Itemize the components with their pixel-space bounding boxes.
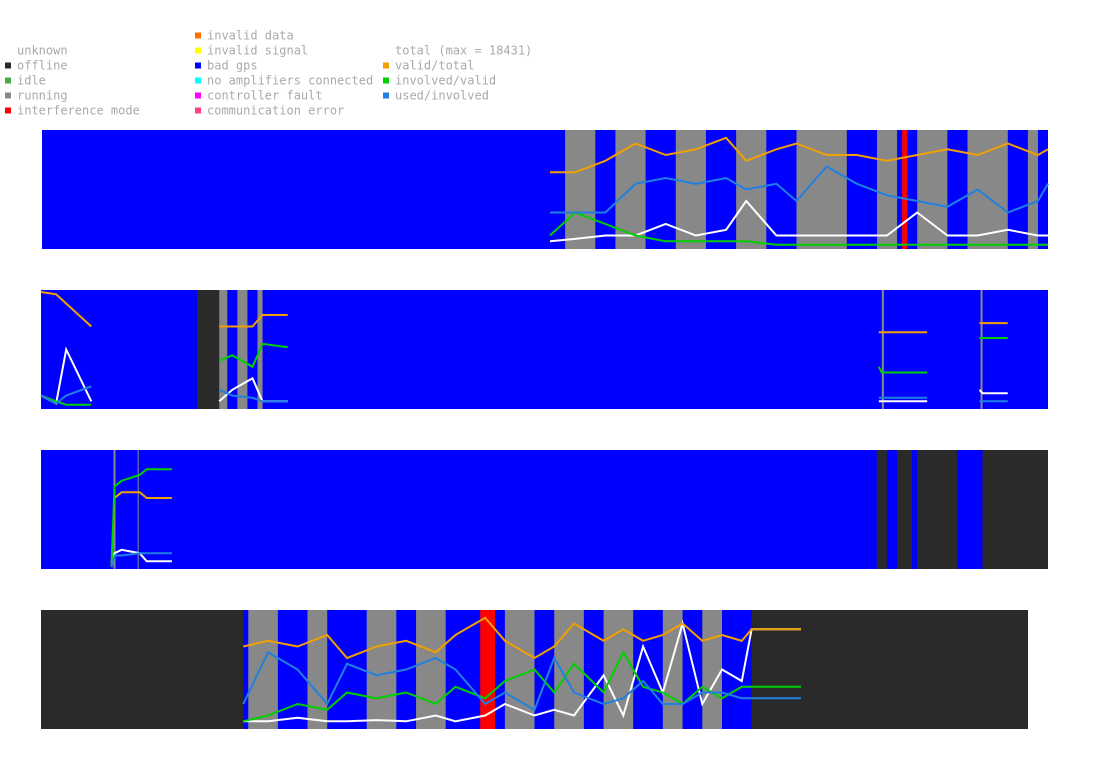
state-segment — [796, 130, 847, 249]
timeline-strip — [40, 290, 1048, 409]
series-line — [549, 211, 1048, 246]
series-line — [110, 468, 172, 568]
legend-label: offline — [17, 59, 68, 73]
state-segment — [307, 610, 328, 729]
state-segment — [248, 610, 278, 729]
legend-label: invalid signal — [207, 44, 308, 58]
series-line — [550, 165, 1049, 214]
legend-swatch — [195, 92, 201, 99]
state-segment — [603, 610, 634, 729]
legend-label: communication error — [207, 104, 344, 118]
legend-label: invalid data — [207, 29, 294, 43]
series-line — [242, 650, 801, 712]
legend-label: involved/valid — [395, 74, 496, 88]
timeline-strip — [41, 610, 1028, 729]
timeline-strip — [42, 130, 1049, 249]
legend-swatch — [195, 32, 201, 39]
legend-label: used/involved — [395, 89, 489, 103]
legend-swatch — [195, 47, 201, 54]
state-segment — [662, 610, 683, 729]
legend-swatch — [5, 62, 11, 69]
legend-label: valid/total — [395, 59, 474, 73]
state-segment — [896, 450, 913, 569]
series-line — [550, 136, 1049, 174]
legend-swatch — [195, 107, 201, 114]
series-line — [40, 346, 1008, 406]
legend-swatch — [383, 77, 389, 84]
state-segment — [876, 450, 887, 569]
state-segment — [982, 450, 1048, 569]
series-line — [40, 291, 1008, 334]
legend-swatch — [383, 62, 389, 69]
legend-swatch — [195, 77, 201, 84]
legend-swatch — [5, 92, 11, 99]
legend-swatch — [195, 62, 201, 69]
series-line — [243, 650, 801, 723]
legend-label: idle — [17, 74, 46, 88]
state-segment — [504, 610, 535, 729]
state-segment — [219, 290, 228, 409]
series-line — [243, 619, 801, 723]
legend-label: controller fault — [207, 89, 323, 103]
legend-swatch — [5, 107, 11, 114]
state-segment — [565, 130, 596, 249]
state-segment — [980, 290, 983, 409]
state-segment — [480, 610, 496, 729]
timeline-strip — [41, 450, 1048, 569]
state-segment — [967, 130, 1008, 249]
series-line — [40, 385, 1008, 405]
legend-swatch — [383, 92, 389, 99]
legend-label: unknown — [17, 44, 68, 58]
state-segment — [416, 610, 446, 729]
state-segment — [902, 130, 908, 249]
series-line — [243, 616, 801, 660]
state-segment — [917, 450, 958, 569]
state-segment — [137, 450, 139, 569]
legend-swatch — [5, 77, 11, 84]
series-line — [110, 552, 172, 568]
legend-label: no amplifiers connected — [207, 74, 373, 88]
strip-background — [41, 290, 1048, 409]
state-segment — [702, 610, 723, 729]
state-segment — [197, 290, 220, 409]
legend-label: running — [17, 89, 68, 103]
state-segment — [881, 290, 884, 409]
legend-label: interference mode — [17, 104, 140, 118]
series-line — [40, 337, 1008, 406]
state-segment — [366, 610, 397, 729]
state-segment — [237, 290, 248, 409]
legend-label: total (max = 18431) — [395, 44, 532, 58]
state-segment — [1027, 130, 1038, 249]
legend-label: bad gps — [207, 59, 258, 73]
